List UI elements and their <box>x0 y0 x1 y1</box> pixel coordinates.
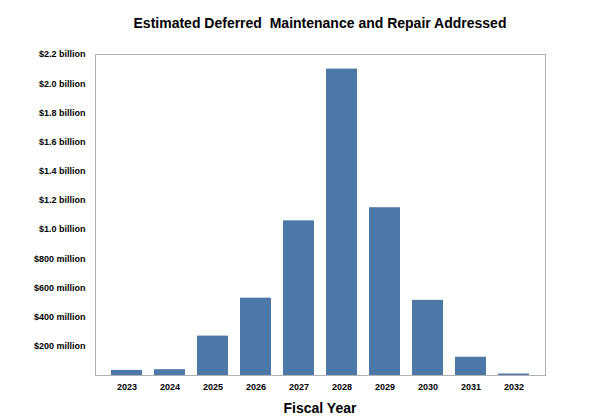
svg-text:$200 million: $200 million <box>34 341 86 351</box>
svg-text:2024: 2024 <box>160 382 180 392</box>
svg-text:2023: 2023 <box>117 382 137 392</box>
html-text:Estimated Deferred Maintenance: Estimated Deferred Maintenance and Repai… <box>133 15 507 31</box>
svg-text:2029: 2029 <box>375 382 395 392</box>
svg-text:$800 million: $800 million <box>34 254 86 264</box>
svg-text:$1.0 billion: $1.0 billion <box>39 224 86 234</box>
svg-text:$1.4 billion: $1.4 billion <box>39 166 86 176</box>
svg-text:2031: 2031 <box>461 382 481 392</box>
svg-text:2026: 2026 <box>246 382 266 392</box>
svg-text:$2.2 billion: $2.2 billion <box>39 49 86 59</box>
html-text:Fiscal Year: Fiscal Year <box>283 400 357 416</box>
svg-text:2027: 2027 <box>289 382 309 392</box>
svg-text:$600 million: $600 million <box>34 283 86 293</box>
svg-text:2028: 2028 <box>332 382 352 392</box>
svg-text:$2.0 billion: $2.0 billion <box>39 79 86 89</box>
svg-text:$1.8 billion: $1.8 billion <box>39 108 86 118</box>
svg-text:$1.2 billion: $1.2 billion <box>39 195 86 205</box>
svg-text:2025: 2025 <box>203 382 223 392</box>
svg-text:2032: 2032 <box>504 382 524 392</box>
svg-text:$1.6 billion: $1.6 billion <box>39 137 86 147</box>
svg-text:$400 million: $400 million <box>34 312 86 322</box>
svg-text:2030: 2030 <box>418 382 438 392</box>
